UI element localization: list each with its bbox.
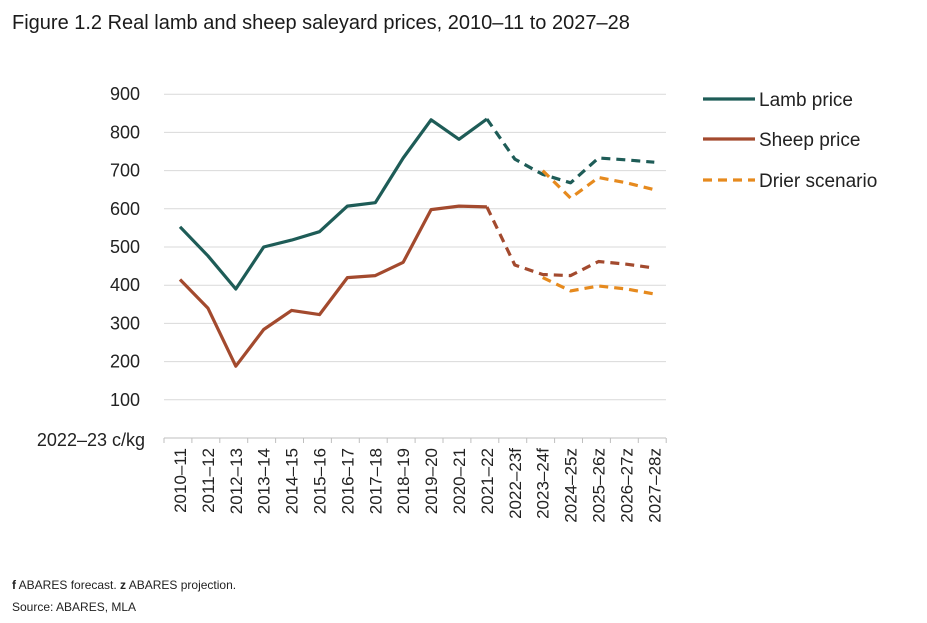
legend-label-drier-scenario: Drier scenario — [759, 171, 877, 192]
figure-title: Figure 1.2 Real lamb and sheep saleyard … — [12, 12, 630, 34]
y-tick-label: 600 — [110, 199, 140, 219]
x-tick-label: 2012–13 — [227, 448, 246, 514]
y-tick-label: 500 — [110, 237, 140, 257]
y-axis-unit-label: 2022–23 c/kg — [37, 430, 145, 450]
x-tick-label: 2021–22 — [478, 448, 497, 514]
y-tick-labels: 100 200 300 400 500 600 700 800 900 — [110, 84, 140, 410]
line-chart: 100 200 300 400 500 600 700 800 900 2022–23 c/kg… — [37, 84, 877, 523]
legend-label-sheep-price: Sheep price — [759, 130, 860, 151]
footnote-f-text: ABARES forecast. — [16, 578, 121, 592]
x-axis — [163, 437, 667, 443]
x-tick-label: 2026–27z — [617, 448, 636, 523]
y-tick-label: 900 — [110, 84, 140, 104]
x-tick-label: 2017–18 — [366, 448, 385, 514]
x-tick-label: 2014–15 — [283, 448, 302, 514]
y-tick-label: 700 — [110, 161, 140, 181]
y-tick-label: 300 — [110, 313, 140, 333]
sheep-price-line-forecast — [485, 206, 655, 278]
x-tick-label: 2010–11 — [171, 448, 190, 513]
y-tick-label: 400 — [110, 275, 140, 295]
footnote: f ABARES forecast. z ABARES projection. — [12, 578, 236, 592]
x-tick-label: 2013–14 — [255, 448, 274, 514]
sheep-price-line-actual — [178, 204, 487, 368]
footnote-z-text: ABARES projection. — [126, 578, 237, 592]
y-tick-label: 800 — [110, 122, 140, 142]
lamb-price-line-forecast — [485, 118, 655, 185]
drier-scenario-line-2 — [542, 276, 655, 296]
x-tick-label: 2011–12 — [199, 448, 218, 513]
footnote-f-mark: f — [12, 578, 16, 592]
x-tick-label: 2027–28z — [645, 448, 664, 523]
drier-scenario-line-1 — [541, 169, 655, 200]
source-note: Source: ABARES, MLA — [12, 600, 137, 614]
x-tick-label: 2018–19 — [394, 448, 413, 514]
x-tick-label: 2025–26z — [590, 448, 609, 523]
x-tick-labels: 2010–11 2011–12 2012–13 2013–14 2014–15 2015–… — [171, 448, 664, 523]
x-tick-label: 2022–23f — [506, 448, 525, 519]
legend-label-lamb-price: Lamb price — [759, 90, 853, 111]
legend: Lamb price Sheep price Drier scenario — [703, 90, 877, 192]
x-tick-label: 2023–24f — [534, 448, 553, 519]
x-tick-label: 2020–21 — [450, 448, 469, 514]
lamb-price-line-actual — [178, 117, 488, 291]
y-tick-label: 200 — [110, 352, 140, 372]
series-lines — [178, 117, 655, 368]
x-tick-label: 2019–20 — [422, 448, 441, 514]
x-tick-label: 2024–25z — [562, 448, 581, 523]
footnote-z-mark: z — [120, 578, 127, 592]
x-tick-label: 2016–17 — [338, 448, 357, 514]
y-tick-label: 100 — [110, 390, 140, 410]
x-tick-label: 2015–16 — [311, 448, 330, 514]
